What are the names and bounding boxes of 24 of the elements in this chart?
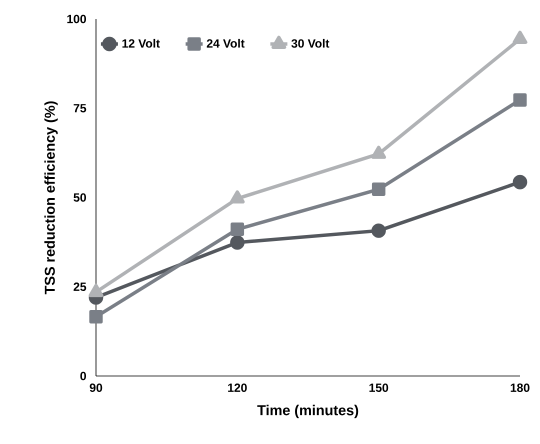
x-tick-label: 120 <box>228 384 247 392</box>
point <box>372 182 386 196</box>
x-tick-label: 90 <box>90 384 102 392</box>
point <box>513 93 527 107</box>
point <box>230 190 245 204</box>
point <box>230 222 244 236</box>
y-tick-label: 0 <box>80 372 86 380</box>
y-tick-label: 25 <box>74 282 86 291</box>
x-tick-label: 180 <box>510 384 530 392</box>
point <box>230 235 245 250</box>
y-tick-label: 100 <box>67 14 86 24</box>
point <box>512 30 528 44</box>
x-axis-title: Time (minutes) <box>257 404 358 418</box>
legend-label: 30 Volt <box>291 38 330 48</box>
point <box>371 146 386 159</box>
y-axis-title: TSS reduction efficiency (%) <box>44 101 58 294</box>
legend-label: 12 Volt <box>122 38 160 48</box>
point <box>371 223 386 238</box>
y-tick-label: 75 <box>74 104 86 112</box>
y-tick-label: 50 <box>74 193 86 202</box>
point <box>89 310 103 324</box>
legend-label: 24 Volt <box>206 38 245 48</box>
x-tick-label: 150 <box>369 384 388 392</box>
point <box>512 174 528 190</box>
